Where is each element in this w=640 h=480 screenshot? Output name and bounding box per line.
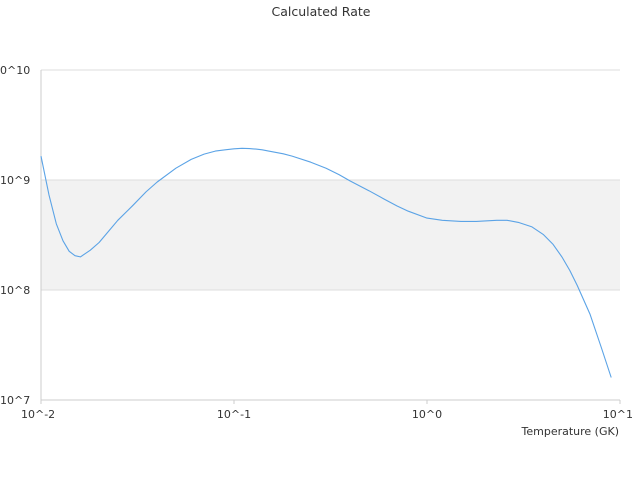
y-tick-label: 10^9: [0, 174, 30, 187]
series-layer: [40, 147, 612, 378]
y-tick-label: 10^7: [0, 394, 30, 407]
y-tick-label: 0^10: [0, 64, 30, 77]
tick-label-layer: 10^-2 10^-1 10^0 10^1 0^10 10^9 10^8 10^7: [0, 64, 633, 421]
plot-band: [41, 180, 620, 290]
x-axis-label: Temperature (GK): [521, 425, 620, 438]
x-tick-label: 10^-2: [21, 408, 55, 421]
x-tick-label: 10^1: [603, 408, 633, 421]
chart-title: Calculated Rate: [272, 4, 371, 19]
y-tick-label: 10^8: [0, 284, 30, 297]
x-tick-label: 10^0: [412, 408, 442, 421]
x-tick-label: 10^-1: [217, 408, 251, 421]
plot-band-layer: [41, 180, 620, 290]
axis-layer: [40, 70, 620, 401]
series-line: [40, 147, 612, 378]
